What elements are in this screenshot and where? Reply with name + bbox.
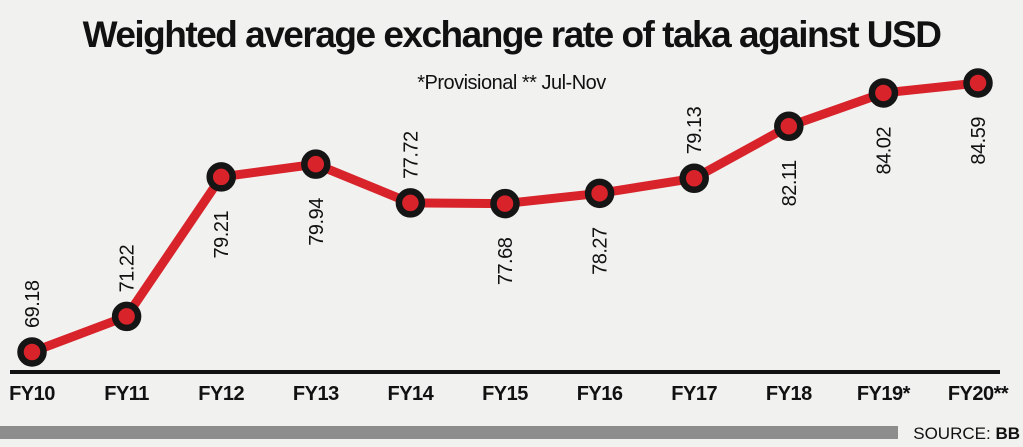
x-tick-label-FY12: FY12 [198, 383, 244, 405]
data-point-FY17 [679, 163, 709, 194]
value-label-FY13: 79.94 [306, 198, 328, 246]
data-point-FY15 [490, 188, 520, 219]
data-point-FY14 [395, 188, 426, 218]
x-tick-label-FY15: FY15 [482, 383, 528, 405]
value-label-FY11: 71.22 [117, 244, 139, 292]
x-tick-label-FY10: FY10 [9, 383, 55, 405]
x-tick-label-FY11: FY11 [104, 383, 149, 405]
source-label: SOURCE: [913, 424, 996, 443]
x-tick-label-FY19*: FY19* [857, 383, 911, 405]
x-tick-label-FY18: FY18 [766, 383, 812, 405]
x-tick-label-FY14: FY14 [387, 383, 434, 405]
value-label-FY12: 79.21 [211, 211, 233, 259]
data-point-FY19* [868, 78, 899, 108]
chart-title: Weighted average exchange rate of taka a… [82, 14, 942, 55]
value-label-FY20**: 84.59 [968, 117, 990, 165]
data-point-FY10 [17, 337, 47, 367]
source-bar [0, 426, 898, 439]
value-label-FY10: 69.18 [22, 280, 44, 328]
x-tick-label-FY16: FY16 [577, 383, 623, 405]
value-label-FY15: 77.68 [495, 237, 517, 285]
value-label-FY14: 77.72 [400, 131, 422, 179]
source-value: BB [995, 424, 1020, 443]
data-point-FY16 [584, 178, 615, 209]
chart-subtitle: *Provisional ** Jul-Nov [417, 72, 606, 94]
value-label-FY18: 82.11 [779, 160, 801, 206]
data-point-FY12 [206, 162, 236, 192]
data-point-FY13 [301, 149, 331, 179]
value-label-FY16: 78.27 [590, 227, 612, 275]
source-credit: SOURCE: BB [913, 424, 1020, 444]
value-label-FY17: 79.13 [684, 106, 706, 154]
data-point-FY20** [963, 68, 993, 98]
data-point-FY18 [774, 111, 804, 142]
data-point-FY11 [111, 301, 142, 332]
x-tick-label-FY20**: FY20** [948, 383, 1009, 405]
x-tick-label-FY17: FY17 [671, 383, 717, 405]
x-tick-label-FY13: FY13 [293, 383, 339, 405]
value-label-FY19*: 84.02 [873, 127, 895, 175]
